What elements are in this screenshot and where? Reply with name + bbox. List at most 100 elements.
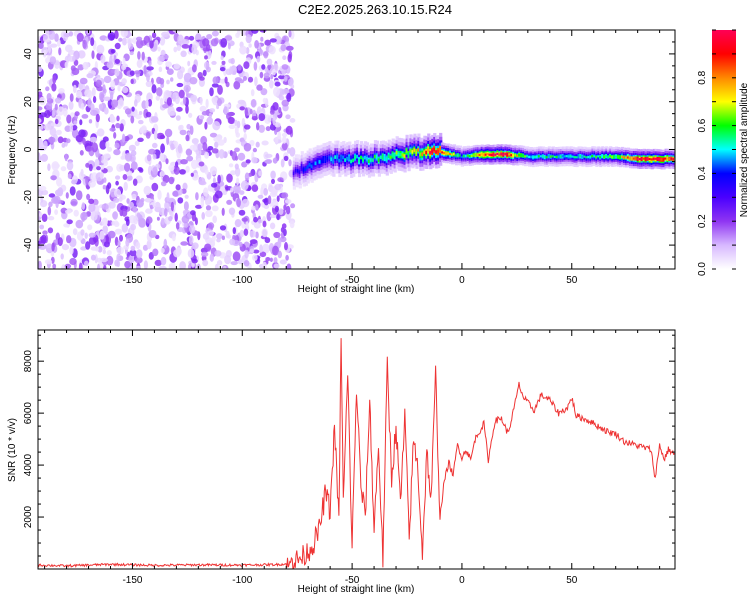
noise-blob	[67, 173, 72, 179]
noise-blob	[69, 186, 76, 196]
noise-blob	[230, 170, 236, 176]
noise-blob	[217, 98, 222, 107]
ridge-cell	[312, 162, 316, 166]
ridge-cell	[597, 155, 601, 158]
ridge-cell	[480, 153, 484, 156]
noise-blob	[65, 138, 71, 144]
noise-blob	[233, 80, 241, 90]
noise-blob	[219, 225, 227, 231]
noise-blob	[274, 122, 281, 128]
spectrogram-x-ticks: -150 -100 -50 0 50	[44, 30, 661, 286]
ridge-cell	[334, 155, 338, 159]
noise-blob	[230, 65, 238, 75]
noise-blob	[211, 60, 217, 65]
noise-blob	[175, 222, 180, 230]
noise-blob	[199, 76, 205, 81]
noise-blob	[107, 31, 116, 41]
noise-blob	[47, 216, 55, 221]
noise-blob	[136, 39, 144, 49]
ridge-cell	[532, 156, 536, 159]
noise-blob	[224, 76, 228, 84]
x-tick-label: 50	[566, 575, 578, 586]
noise-blob	[211, 83, 219, 88]
noise-blob	[185, 134, 190, 142]
noise-blob	[255, 141, 260, 148]
noise-blob	[178, 89, 185, 99]
noise-blob	[114, 142, 120, 149]
ridge-cell	[638, 158, 642, 161]
noise-blob	[211, 205, 219, 212]
colorbar-tick-label: 0.6	[697, 118, 708, 132]
noise-blob	[121, 208, 128, 217]
x-tick-label: -100	[232, 275, 252, 286]
ridge-cell	[658, 158, 662, 161]
noise-blob	[278, 106, 282, 114]
noise-blob	[97, 263, 100, 269]
noise-blob	[60, 253, 64, 260]
noise-blob	[50, 43, 58, 48]
noise-blob	[49, 56, 57, 65]
noise-blob	[237, 99, 246, 105]
noise-blob	[156, 87, 163, 97]
noise-blob	[189, 125, 194, 135]
noise-blob	[139, 126, 147, 134]
ridge-cell	[367, 159, 372, 163]
noise-blob	[38, 260, 42, 269]
noise-blob	[86, 193, 91, 200]
noise-blob	[132, 178, 138, 186]
ridge-cell	[454, 154, 459, 157]
noise-blob	[191, 138, 199, 145]
noise-blob	[143, 185, 152, 196]
ridge-cell	[409, 149, 413, 153]
ridge-cell	[375, 155, 379, 159]
noise-blob	[124, 162, 131, 172]
ridge-cell	[539, 155, 544, 158]
noise-blob	[234, 163, 239, 170]
noise-blob	[177, 70, 184, 80]
noise-blob	[163, 238, 168, 249]
ridge-cell	[644, 158, 648, 161]
noise-blob	[113, 149, 121, 156]
noise-blob	[51, 242, 55, 252]
noise-blob	[264, 39, 272, 46]
noise-blob	[121, 133, 126, 143]
noise-blob	[106, 255, 114, 266]
ridge-cell	[660, 158, 664, 161]
noise-blob	[279, 259, 287, 265]
ridge-cell	[443, 151, 447, 155]
ridge-cell	[607, 156, 611, 159]
noise-blob	[183, 221, 189, 228]
ridge-cell	[500, 153, 504, 156]
noise-blob	[69, 257, 77, 266]
noise-blob	[157, 189, 162, 200]
noise-blob	[63, 107, 68, 117]
ridge-cell	[565, 155, 569, 158]
noise-blob	[272, 157, 278, 164]
ridge-cell	[294, 168, 298, 173]
noise-blob	[70, 198, 78, 207]
colorbar-tick-label: 0.4	[697, 166, 708, 180]
noise-blob	[212, 177, 216, 185]
noise-blob	[137, 137, 144, 142]
noise-blob	[52, 75, 57, 84]
ridge-cell	[365, 157, 370, 161]
noise-blob	[170, 143, 175, 151]
ridge-cell	[401, 153, 405, 157]
ridge-cell	[451, 153, 455, 156]
noise-blob	[204, 151, 210, 159]
noise-blob	[118, 196, 123, 202]
noise-blob	[176, 106, 183, 112]
noise-blob	[204, 121, 208, 130]
noise-blob	[219, 67, 226, 72]
noise-blob	[238, 209, 246, 216]
ridge-cell	[308, 163, 312, 167]
noise-blob	[185, 148, 193, 156]
noise-blob	[96, 166, 101, 171]
noise-blob	[259, 244, 263, 253]
noise-blob	[188, 235, 194, 245]
noise-blob	[216, 237, 221, 243]
noise-blob	[113, 188, 122, 198]
noise-blob	[200, 198, 205, 208]
noise-blob	[50, 175, 57, 181]
noise-blob	[272, 102, 279, 111]
